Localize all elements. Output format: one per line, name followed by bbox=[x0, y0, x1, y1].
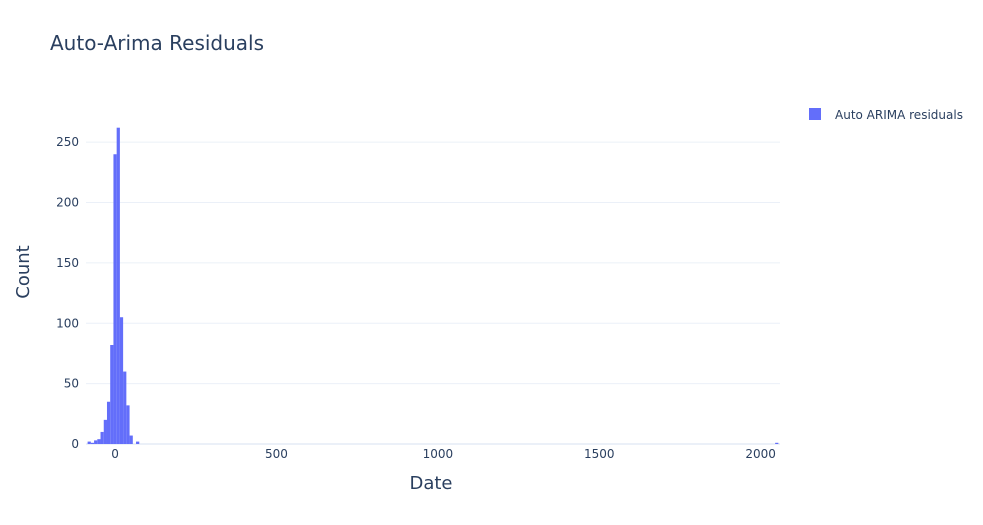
histogram-bar[interactable] bbox=[106, 401, 111, 444]
histogram-bar[interactable] bbox=[129, 435, 133, 444]
x-axis-title: Date bbox=[409, 473, 452, 494]
histogram-bars bbox=[87, 127, 779, 444]
y-tick-label: 250 bbox=[56, 135, 79, 149]
legend[interactable]: Auto ARIMA residuals bbox=[809, 108, 963, 122]
histogram-bar[interactable] bbox=[775, 442, 779, 444]
histogram-bar[interactable] bbox=[116, 127, 120, 444]
x-tick-label: 1500 bbox=[584, 447, 615, 461]
legend-swatch[interactable] bbox=[809, 108, 821, 120]
y-tick-label: 200 bbox=[56, 196, 79, 210]
histogram-bar[interactable] bbox=[110, 345, 114, 444]
histogram-bar[interactable] bbox=[123, 371, 127, 444]
y-tick-label: 0 bbox=[71, 437, 79, 451]
x-tick-label: 1000 bbox=[423, 447, 454, 461]
y-tick-labels: 0 50 100 150 200 250 bbox=[56, 135, 79, 451]
x-tick-label: 500 bbox=[265, 447, 288, 461]
histogram-bar[interactable] bbox=[136, 441, 140, 444]
x-tick-labels: 0 500 1000 1500 2000 bbox=[111, 447, 776, 461]
histogram-bar[interactable] bbox=[94, 440, 98, 444]
histogram-bar[interactable] bbox=[103, 419, 107, 444]
histogram-bar[interactable] bbox=[126, 405, 130, 444]
legend-label[interactable]: Auto ARIMA residuals bbox=[835, 108, 963, 122]
x-tick-label: 2000 bbox=[745, 447, 776, 461]
y-tick-label: 50 bbox=[64, 377, 79, 391]
histogram-bar[interactable] bbox=[100, 431, 104, 444]
y-axis-title: Count bbox=[13, 245, 34, 298]
histogram-bar[interactable] bbox=[87, 441, 91, 444]
chart-title: Auto-Arima Residuals bbox=[50, 31, 264, 55]
x-tick-label: 0 bbox=[111, 447, 119, 461]
histogram-bar[interactable] bbox=[113, 154, 117, 444]
y-tick-label: 150 bbox=[56, 256, 79, 270]
histogram-bar[interactable] bbox=[97, 439, 101, 444]
y-tick-label: 100 bbox=[56, 316, 79, 330]
histogram-bar[interactable] bbox=[119, 317, 124, 444]
histogram-bar[interactable] bbox=[90, 442, 95, 444]
grid-lines bbox=[86, 141, 780, 445]
